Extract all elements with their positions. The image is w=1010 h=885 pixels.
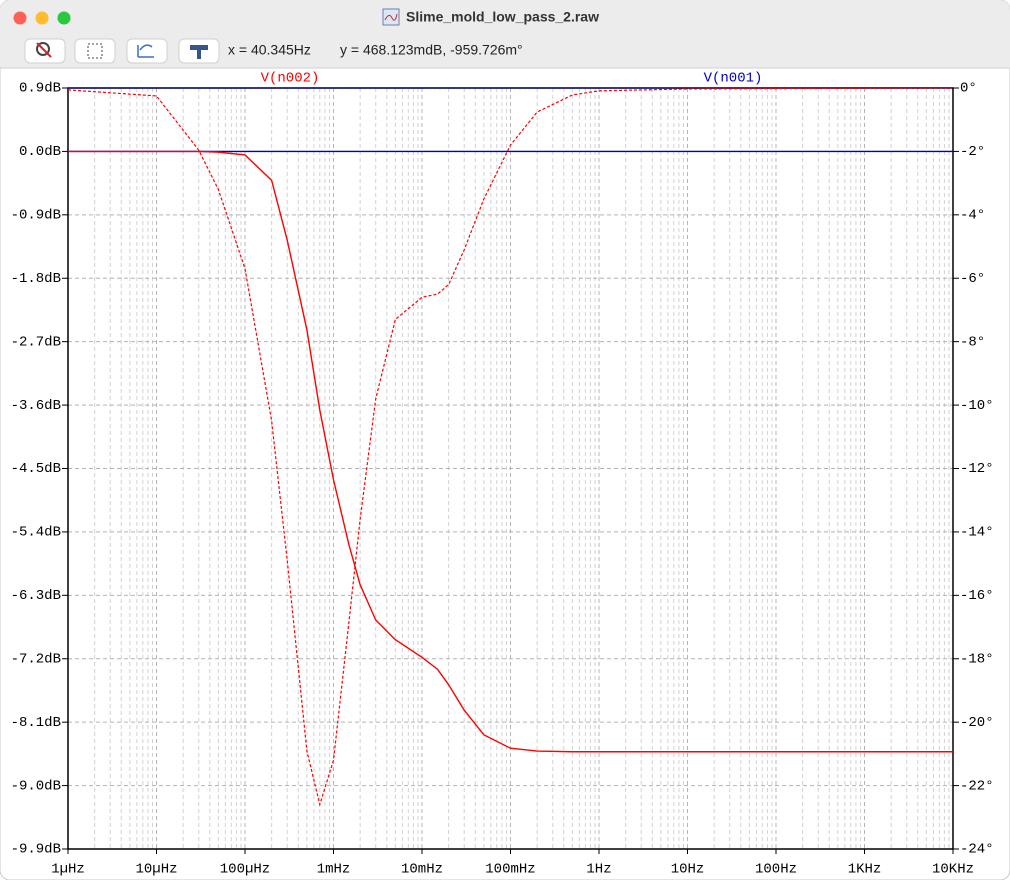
zoom-icon-x bbox=[36, 42, 52, 58]
y2-tick-label: -24° bbox=[960, 842, 994, 858]
phase-trace bbox=[68, 88, 953, 807]
x-tick-label: 1KHz bbox=[848, 862, 882, 878]
hammer-icon bbox=[190, 45, 208, 59]
y2-tick-label: -4° bbox=[960, 208, 985, 224]
toolbar: x = 40.345Hz y = 468.123mdB, -959.726m° bbox=[24, 38, 523, 64]
x-tick-label: 1mHz bbox=[317, 862, 351, 878]
file-icon-wave bbox=[384, 13, 398, 21]
magnitude-trace bbox=[68, 150, 953, 753]
autorange-icon bbox=[87, 43, 103, 59]
y-tick-label: -9.9dB bbox=[11, 842, 61, 858]
y-tick-label: -5.4dB bbox=[11, 525, 61, 541]
y2-tick-label: -20° bbox=[960, 715, 994, 731]
x-tick-label: 1Hz bbox=[586, 862, 611, 878]
window-title: Slime_mold_low_pass_2.raw bbox=[406, 9, 599, 25]
y-tick-label: -9.0dB bbox=[11, 778, 61, 794]
y2-tick-label: -16° bbox=[960, 588, 994, 604]
pan-icon bbox=[137, 44, 154, 58]
close-button[interactable] bbox=[13, 11, 27, 25]
y2-tick-label: -18° bbox=[960, 651, 994, 667]
zoom-button[interactable] bbox=[57, 11, 71, 25]
y2-tick-label: -6° bbox=[960, 271, 985, 287]
y-tick-label: -4.5dB bbox=[11, 461, 61, 477]
x-tick-label: 10Hz bbox=[671, 862, 705, 878]
y-tick-label: 0.9dB bbox=[19, 81, 61, 97]
autorange-tool[interactable] bbox=[74, 38, 116, 64]
y-tick-label: -0.9dB bbox=[11, 208, 61, 224]
y2-tick-label: -8° bbox=[960, 334, 985, 350]
x-tick-label: 1µHz bbox=[51, 862, 85, 878]
y-tick-label: 0.0dB bbox=[19, 144, 61, 160]
x-tick-label: 100µHz bbox=[220, 862, 270, 878]
y2-tick-label: -2° bbox=[960, 144, 985, 160]
y2-tick-label: -22° bbox=[960, 778, 994, 794]
x-tick-label: 100mHz bbox=[485, 862, 535, 878]
x-tick-label: 10KHz bbox=[932, 862, 974, 878]
y2-tick-label: -10° bbox=[960, 398, 994, 414]
plot: 1µHz 10µHz 100µHz 1mHz 10mHz 100mHz 1Hz 10Hz 100… bbox=[11, 71, 994, 878]
y2-tick-label: -12° bbox=[960, 461, 994, 477]
x-tick-label: 100Hz bbox=[755, 862, 797, 878]
y-tick-label: -8.1dB bbox=[11, 715, 61, 731]
traces bbox=[68, 88, 953, 807]
pan-tool[interactable] bbox=[126, 38, 168, 64]
x-tick-label: 10mHz bbox=[401, 862, 443, 878]
legend-label: V(n002) bbox=[261, 71, 320, 87]
cursor-y-readout: y = 468.123mdB, -959.726m° bbox=[340, 42, 523, 58]
zoom-icon bbox=[36, 42, 50, 56]
y-tick-label: -6.3dB bbox=[11, 588, 61, 604]
y-tick-label: -7.2dB bbox=[11, 651, 61, 667]
title-bar bbox=[0, 0, 1010, 68]
y2-tick-label: -14° bbox=[960, 525, 994, 541]
y-tick-label: -1.8dB bbox=[11, 271, 61, 287]
y-tick-label: -3.6dB bbox=[11, 398, 61, 414]
cursor-x-readout: x = 40.345Hz bbox=[228, 42, 311, 58]
minimize-button[interactable] bbox=[35, 11, 49, 25]
legend-label: V(n001) bbox=[704, 71, 763, 87]
x-tick-label: 10µHz bbox=[135, 862, 177, 878]
y-tick-label: -2.7dB bbox=[11, 334, 61, 350]
y2-tick-label: 0° bbox=[960, 81, 977, 97]
